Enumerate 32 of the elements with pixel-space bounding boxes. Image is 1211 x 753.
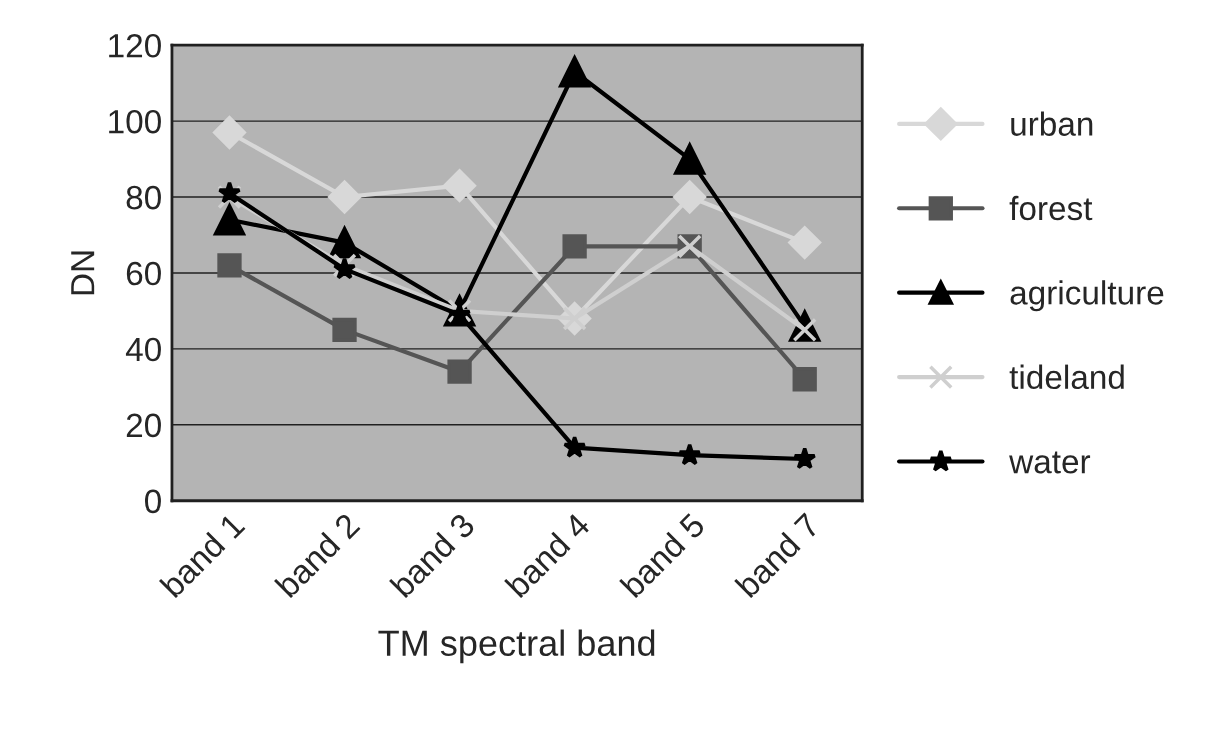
point <box>332 317 357 343</box>
y-tick-label: 0 <box>145 489 161 514</box>
y-tick-label: 120 <box>109 33 161 58</box>
point <box>328 180 361 214</box>
y-tick-label: 20 <box>126 413 161 438</box>
point <box>217 253 242 278</box>
point <box>447 359 472 384</box>
legend-label: water <box>1009 451 1091 474</box>
x-axis-title: TM spectral band <box>378 629 655 664</box>
point <box>558 56 591 88</box>
legend-label: urban <box>1011 111 1093 136</box>
y-tick-label: 100 <box>109 109 161 134</box>
point <box>562 435 587 458</box>
point <box>673 180 707 214</box>
y-tick-label: 40 <box>125 337 161 362</box>
point <box>443 169 477 203</box>
point <box>213 204 246 236</box>
point <box>678 443 702 466</box>
legend-label: tideland <box>1009 364 1124 390</box>
point <box>562 234 587 259</box>
point <box>793 446 817 470</box>
y-tick-label: 60 <box>126 261 161 286</box>
legend-label: agriculture <box>1010 280 1164 312</box>
legend-label: forest <box>1009 195 1093 221</box>
point <box>328 226 361 259</box>
point <box>792 367 817 392</box>
point <box>788 226 822 260</box>
point <box>213 116 246 149</box>
point <box>217 181 242 204</box>
y-tick-label: 80 <box>126 185 161 210</box>
point <box>674 143 706 175</box>
y-axis-title: DN <box>71 251 95 295</box>
